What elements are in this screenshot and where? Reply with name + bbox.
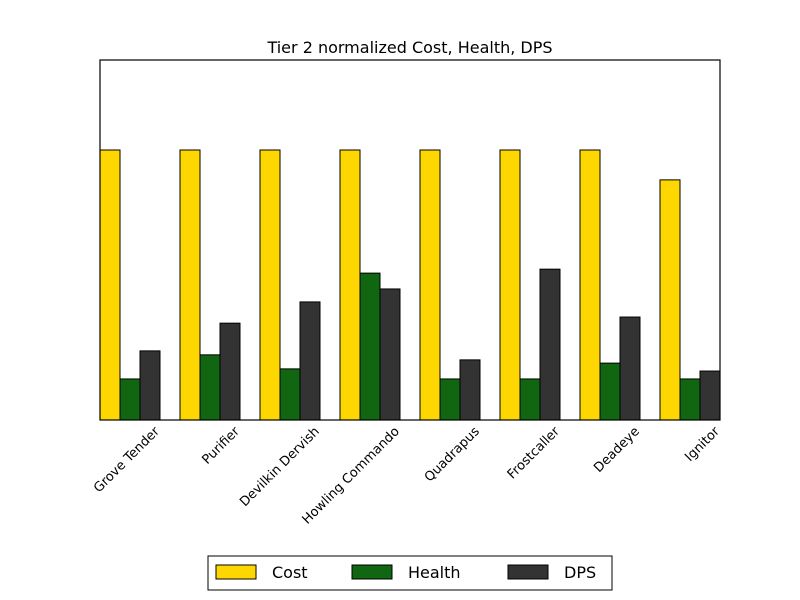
- legend-swatch-health: [351, 564, 393, 580]
- bar-dps-howling-commando: [379, 288, 401, 421]
- bar-cost-purifier: [179, 149, 201, 421]
- legend: Cost Health DPS: [207, 555, 613, 591]
- x-tick-label: Ignitor: [682, 424, 723, 465]
- x-tick-label: Quadrapus: [422, 424, 483, 485]
- x-tick-label: Deadeye: [591, 424, 643, 476]
- bar-dps-purifier: [219, 322, 241, 421]
- bar-dps-frostcaller: [539, 268, 561, 421]
- x-tick-label: Frostcaller: [505, 424, 564, 483]
- plot-frame: [99, 59, 721, 421]
- x-tick-label: Grove Tender: [91, 424, 163, 496]
- bar-cost-quadrapus: [419, 149, 441, 421]
- bar-health-devilkin-dervish: [279, 368, 301, 421]
- bar-health-frostcaller: [519, 378, 541, 421]
- bar-health-howling-commando: [359, 272, 381, 421]
- legend-label-health: Health: [408, 563, 461, 582]
- bar-health-quadrapus: [439, 378, 461, 421]
- legend-label-cost: Cost: [272, 563, 308, 582]
- bar-cost-frostcaller: [499, 149, 521, 421]
- bar-health-grove-tender: [119, 378, 141, 421]
- x-tick-label: Devilkin Dervish: [237, 424, 323, 510]
- bar-health-ignitor: [679, 378, 701, 421]
- bar-cost-howling-commando: [339, 149, 361, 421]
- legend-swatch-cost: [215, 564, 257, 580]
- bar-dps-deadeye: [619, 316, 641, 421]
- bar-dps-grove-tender: [139, 350, 161, 421]
- bar-dps-devilkin-dervish: [299, 301, 321, 421]
- legend-label-dps: DPS: [564, 563, 596, 582]
- bar-cost-grove-tender: [99, 149, 121, 421]
- bar-health-purifier: [199, 354, 221, 421]
- legend-swatch-dps: [507, 564, 549, 580]
- bar-dps-quadrapus: [459, 359, 481, 421]
- bars-group: [99, 149, 721, 421]
- bar-cost-ignitor: [659, 179, 681, 421]
- bar-cost-devilkin-dervish: [259, 149, 281, 421]
- chart-title: Tier 2 normalized Cost, Health, DPS: [266, 38, 552, 57]
- x-tick-label: Purifier: [199, 424, 243, 468]
- bar-dps-ignitor: [699, 370, 721, 421]
- bar-health-deadeye: [599, 362, 621, 421]
- bar-cost-deadeye: [579, 149, 601, 421]
